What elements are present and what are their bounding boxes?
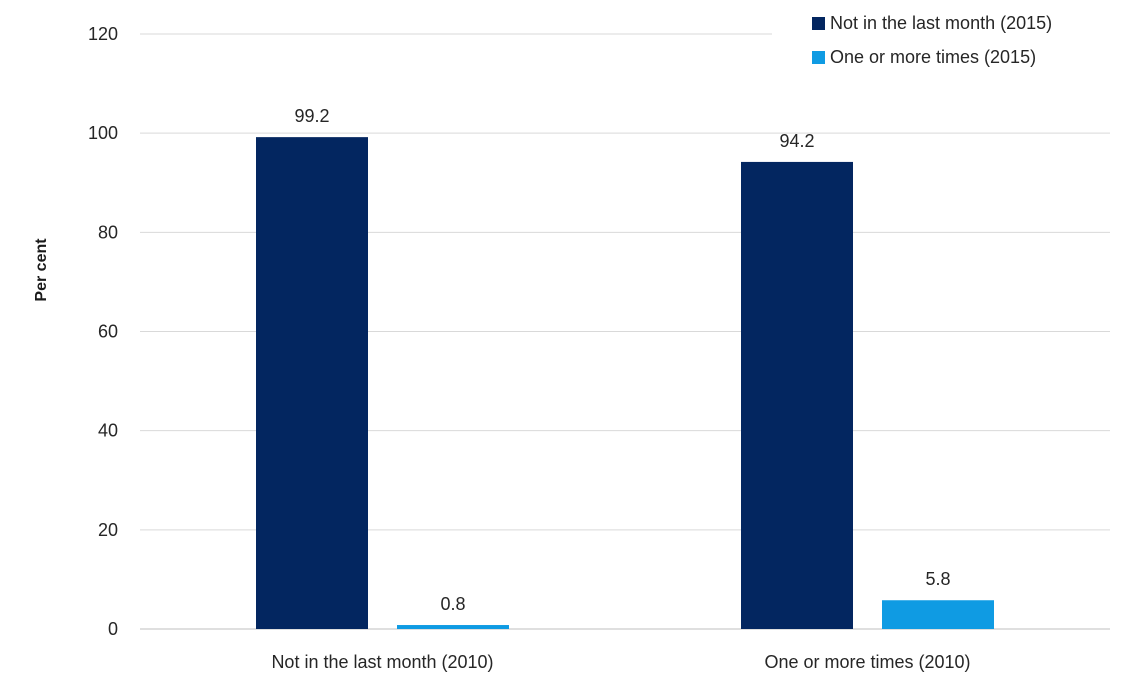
y-tick-label: 80 (98, 222, 118, 242)
legend-label-series-1: Not in the last month (2015) (830, 12, 1053, 33)
bars (256, 137, 994, 630)
legend-swatch-series-2 (812, 50, 825, 64)
category-labels: Not in the last month (2010) One or more … (271, 652, 970, 672)
bar-series-2-cat-2 (882, 600, 994, 629)
legend-swatch-series-1 (812, 16, 825, 30)
legend-item-series-1: Not in the last month (2015) (812, 6, 1052, 40)
data-label: 0.8 (440, 594, 465, 614)
legend-label-series-2: One or more times (2015) (830, 46, 1037, 67)
y-axis-label: Per cent (33, 238, 50, 302)
data-label: 5.8 (925, 569, 950, 589)
bar-series-2-cat-1 (397, 625, 509, 629)
data-label: 99.2 (294, 106, 329, 126)
data-labels: 99.2 0.8 94.2 5.8 (294, 106, 950, 614)
data-label: 94.2 (779, 131, 814, 151)
y-tick-label: 20 (98, 520, 118, 540)
y-tick-label: 0 (108, 619, 118, 639)
y-tick-label: 120 (88, 24, 118, 44)
y-tick-label: 100 (88, 123, 118, 143)
x-category-label: Not in the last month (2010) (271, 652, 493, 672)
x-category-label: One or more times (2010) (764, 652, 970, 672)
y-axis-ticks: 0 20 40 60 80 100 120 (88, 24, 118, 639)
bar-series-1-cat-2 (741, 161, 853, 630)
y-tick-label: 60 (98, 322, 118, 342)
bar-series-1-cat-1 (256, 137, 368, 629)
y-tick-label: 40 (98, 421, 118, 441)
legend-item-series-2: One or more times (2015) (812, 40, 1052, 74)
legend: Not in the last month (2015) One or more… (812, 6, 1052, 74)
